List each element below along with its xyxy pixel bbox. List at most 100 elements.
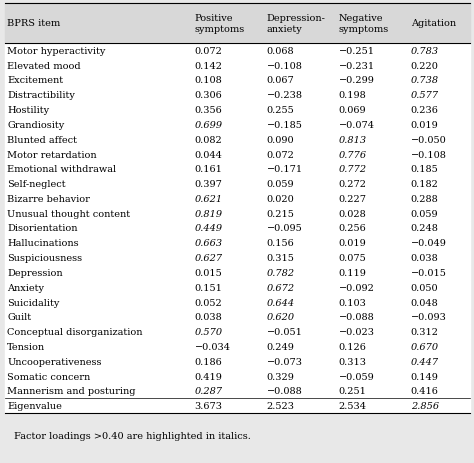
Text: 0.577: 0.577 xyxy=(411,91,439,100)
Bar xyxy=(5,177,470,192)
Text: Suicidality: Suicidality xyxy=(8,298,60,307)
Text: −0.238: −0.238 xyxy=(267,91,302,100)
Text: 0.783: 0.783 xyxy=(411,47,439,56)
Text: −0.108: −0.108 xyxy=(267,62,302,70)
Text: Mannerism and posturing: Mannerism and posturing xyxy=(8,387,136,395)
Text: 0.447: 0.447 xyxy=(411,357,439,366)
Text: 0.182: 0.182 xyxy=(411,180,438,189)
Text: Motor retardation: Motor retardation xyxy=(8,150,97,159)
Text: 0.151: 0.151 xyxy=(195,283,222,292)
Text: 0.313: 0.313 xyxy=(339,357,367,366)
Bar xyxy=(5,103,470,118)
Text: 0.621: 0.621 xyxy=(195,194,223,203)
Bar xyxy=(5,147,470,162)
Bar xyxy=(5,339,470,354)
Text: 0.126: 0.126 xyxy=(339,342,366,351)
Text: −0.051: −0.051 xyxy=(267,327,302,337)
Bar xyxy=(5,310,470,325)
Text: 0.119: 0.119 xyxy=(339,269,366,277)
Text: −0.023: −0.023 xyxy=(339,327,374,337)
Bar xyxy=(5,354,470,369)
Text: 0.397: 0.397 xyxy=(195,180,222,189)
Text: −0.074: −0.074 xyxy=(339,121,374,130)
Text: −0.015: −0.015 xyxy=(411,269,447,277)
Text: 0.019: 0.019 xyxy=(411,121,438,130)
Text: −0.088: −0.088 xyxy=(267,387,302,395)
Text: 0.028: 0.028 xyxy=(339,209,366,218)
Text: 0.059: 0.059 xyxy=(411,209,438,218)
Text: Factor loadings >0.40 are highlighted in italics.: Factor loadings >0.40 are highlighted in… xyxy=(15,431,251,440)
Text: −0.171: −0.171 xyxy=(267,165,303,174)
Text: 0.069: 0.069 xyxy=(339,106,366,115)
Text: 0.672: 0.672 xyxy=(267,283,295,292)
Text: −0.185: −0.185 xyxy=(267,121,302,130)
Text: 0.220: 0.220 xyxy=(411,62,438,70)
Bar xyxy=(5,383,470,398)
Text: 2.523: 2.523 xyxy=(267,401,295,410)
Text: 0.738: 0.738 xyxy=(411,76,439,85)
Bar xyxy=(5,162,470,177)
Text: 0.161: 0.161 xyxy=(195,165,222,174)
Text: Unusual thought content: Unusual thought content xyxy=(8,209,130,218)
Text: Depression: Depression xyxy=(8,269,63,277)
Text: 0.072: 0.072 xyxy=(267,150,294,159)
Text: 0.067: 0.067 xyxy=(267,76,294,85)
Text: 0.019: 0.019 xyxy=(339,239,366,248)
Bar xyxy=(5,325,470,339)
Text: 0.108: 0.108 xyxy=(195,76,222,85)
Bar xyxy=(5,295,470,310)
Text: Somatic concern: Somatic concern xyxy=(8,372,91,381)
Text: 0.103: 0.103 xyxy=(339,298,366,307)
Text: 0.627: 0.627 xyxy=(195,254,223,263)
Text: 0.255: 0.255 xyxy=(267,106,294,115)
Text: Blunted affect: Blunted affect xyxy=(8,135,77,144)
Text: 0.249: 0.249 xyxy=(267,342,294,351)
Text: 0.570: 0.570 xyxy=(195,327,223,337)
Text: Eigenvalue: Eigenvalue xyxy=(8,401,62,410)
Text: 0.048: 0.048 xyxy=(411,298,438,307)
Text: 0.038: 0.038 xyxy=(411,254,438,263)
Text: Motor hyperactivity: Motor hyperactivity xyxy=(8,47,106,56)
Text: 0.663: 0.663 xyxy=(195,239,223,248)
Text: −0.088: −0.088 xyxy=(339,313,374,322)
Text: 2.534: 2.534 xyxy=(339,401,367,410)
Bar xyxy=(5,206,470,221)
Text: Positive
symptoms: Positive symptoms xyxy=(195,14,245,34)
Text: Grandiosity: Grandiosity xyxy=(8,121,64,130)
Text: Guilt: Guilt xyxy=(8,313,31,322)
Bar xyxy=(5,44,470,59)
Bar xyxy=(5,118,470,132)
Text: −0.092: −0.092 xyxy=(339,283,374,292)
Text: 0.782: 0.782 xyxy=(267,269,295,277)
Text: 0.186: 0.186 xyxy=(195,357,222,366)
Bar xyxy=(5,59,470,74)
Text: 0.287: 0.287 xyxy=(195,387,223,395)
Text: 0.038: 0.038 xyxy=(195,313,222,322)
Bar xyxy=(5,398,470,413)
Text: 0.620: 0.620 xyxy=(267,313,295,322)
Text: 3.673: 3.673 xyxy=(195,401,223,410)
Bar xyxy=(5,88,470,103)
Text: −0.108: −0.108 xyxy=(411,150,447,159)
Text: 0.198: 0.198 xyxy=(339,91,366,100)
Text: 0.227: 0.227 xyxy=(339,194,367,203)
Bar xyxy=(5,369,470,383)
Text: −0.034: −0.034 xyxy=(195,342,230,351)
Text: Hostility: Hostility xyxy=(8,106,49,115)
Bar xyxy=(5,250,470,265)
Text: 0.419: 0.419 xyxy=(195,372,222,381)
Text: Bizarre behavior: Bizarre behavior xyxy=(8,194,90,203)
Text: Depression-
anxiety: Depression- anxiety xyxy=(267,14,326,34)
Text: 0.072: 0.072 xyxy=(195,47,222,56)
Text: 0.236: 0.236 xyxy=(411,106,438,115)
Text: 0.699: 0.699 xyxy=(195,121,223,130)
Text: 0.052: 0.052 xyxy=(195,298,222,307)
Text: 0.315: 0.315 xyxy=(267,254,294,263)
Text: 0.256: 0.256 xyxy=(339,224,366,233)
Bar xyxy=(5,192,470,206)
Text: Negative
symptoms: Negative symptoms xyxy=(339,14,389,34)
Text: 0.185: 0.185 xyxy=(411,165,438,174)
Text: 0.068: 0.068 xyxy=(267,47,294,56)
Text: 0.312: 0.312 xyxy=(411,327,439,337)
Text: 0.288: 0.288 xyxy=(411,194,438,203)
